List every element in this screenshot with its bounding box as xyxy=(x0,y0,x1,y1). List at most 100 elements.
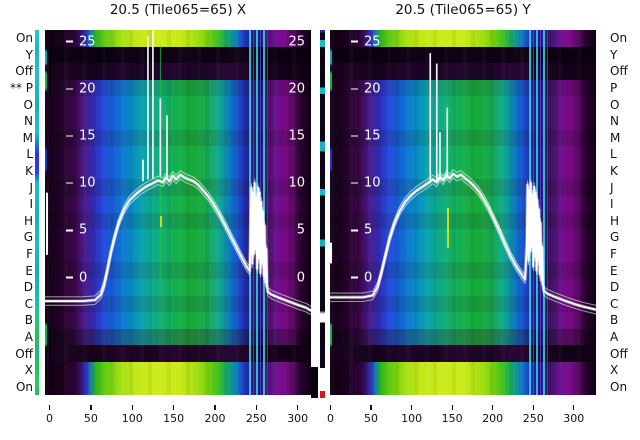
heatmap-row xyxy=(45,328,311,346)
heatmap-row xyxy=(45,46,311,64)
inner-y-axis-labels: 25 25 20 20 15 15 10 10 5 5 0 0 xyxy=(45,30,311,395)
x-tick-label: 200 xyxy=(482,412,504,425)
y-tick-mark xyxy=(351,40,358,43)
row-label: Off xyxy=(610,64,628,79)
y-tick-label: 20 xyxy=(66,81,96,96)
row-label: D xyxy=(23,280,33,295)
profile-trace xyxy=(45,169,311,307)
x-axis-right-panel: 0 50 100 150 200 250 300 xyxy=(327,403,596,435)
heatmap-row xyxy=(45,146,311,163)
row-label: M xyxy=(22,130,33,145)
row-label: Off xyxy=(610,346,628,361)
y-tick-label: 15 xyxy=(66,129,96,144)
y-tick-label: 25 xyxy=(66,34,96,49)
y-tick-label-right: 10 xyxy=(288,175,305,191)
heatmap-rows-x xyxy=(45,30,311,395)
row-label: A xyxy=(24,329,33,344)
x-tick-mark xyxy=(255,405,258,410)
x-tick-label: 100 xyxy=(121,412,143,425)
x-tick-mark xyxy=(48,405,51,410)
profile-curve-x xyxy=(45,30,311,316)
row-label: P xyxy=(610,81,618,96)
row-label: D xyxy=(610,280,620,295)
row-label: O xyxy=(23,97,33,112)
y-tick-label: 10 xyxy=(351,176,381,191)
row-label: E xyxy=(25,263,33,278)
x-tick-label: 0 xyxy=(327,412,334,425)
y-tick-label: 0 xyxy=(351,270,372,285)
heatmap-row xyxy=(45,378,311,395)
heatmap-feature-line xyxy=(266,30,268,395)
heatmap-row xyxy=(45,162,311,180)
left-row-labels: On Y Off ** P O N M L K J I H G F E D C B A Off X On xyxy=(0,0,34,440)
y-tick-mark xyxy=(66,40,73,43)
row-label: Y xyxy=(25,47,33,62)
y-tick-mark xyxy=(66,276,73,279)
heatmap-row xyxy=(45,312,311,329)
x-tick-mark xyxy=(329,405,332,410)
y-tick-label: 5 xyxy=(351,223,372,238)
y-tick-label-right: 25 xyxy=(288,34,305,50)
inner-y-axis-labels: 25 20 15 10 5 0 xyxy=(330,30,596,395)
x-tick-mark xyxy=(532,405,534,410)
row-label: G xyxy=(610,230,620,245)
indicator-strip-red-segment xyxy=(320,391,325,398)
row-label: J xyxy=(29,180,33,195)
y-tick-label: 15 xyxy=(351,129,381,144)
heatmap-panel-x: 25 25 20 20 15 15 10 10 5 5 0 0 xyxy=(45,30,311,395)
row-label: N xyxy=(610,114,619,129)
heatmap-row xyxy=(45,229,311,246)
curve-tail-artifact xyxy=(312,303,319,306)
x-tick-label: 50 xyxy=(83,412,98,425)
panel-x-title: 20.5 (Tile065=65) X xyxy=(109,2,247,18)
row-label: A xyxy=(610,329,619,344)
y-tick-label: 0 xyxy=(66,270,87,285)
y-tick-label-right: 20 xyxy=(288,81,305,97)
x-tick-mark xyxy=(297,405,299,410)
right-row-labels: On Y Off P O N M L K J I H G F E D C B A Off X On xyxy=(610,0,640,440)
x-tick-mark xyxy=(492,405,494,410)
x-tick-label: 0 xyxy=(46,412,53,425)
row-label: L xyxy=(610,147,617,162)
heatmap-panel-y: 25 20 15 10 5 0 xyxy=(330,30,596,395)
heatmap-feature-line xyxy=(539,30,541,395)
y-tick-mark xyxy=(351,229,358,232)
y-tick-mark xyxy=(351,88,358,90)
row-label: M xyxy=(610,130,621,145)
y-tick-mark xyxy=(351,135,358,137)
x-tick-label: 150 xyxy=(163,412,185,425)
row-label: F xyxy=(610,246,617,261)
row-label: L xyxy=(26,147,33,162)
row-label: C xyxy=(610,296,619,311)
y-tick-mark xyxy=(66,182,73,184)
row-label: H xyxy=(23,213,33,228)
y-tick-label-right: 15 xyxy=(288,128,305,144)
x-tick-label: 300 xyxy=(563,412,585,425)
indicator-strip-right xyxy=(320,30,325,368)
heatmap-feature-line xyxy=(543,30,545,395)
row-label: G xyxy=(23,230,33,245)
heatmap-row xyxy=(45,195,311,213)
heatmap-row xyxy=(45,295,311,313)
row-label: O xyxy=(610,97,620,112)
x-tick-label: 250 xyxy=(522,412,544,425)
x-tick-label: 100 xyxy=(401,412,423,425)
row-label: K xyxy=(25,164,33,179)
y-tick-mark xyxy=(66,135,73,137)
row-label: H xyxy=(610,213,620,228)
heatmap-row xyxy=(45,96,311,113)
heatmap-row xyxy=(45,212,311,230)
y-tick-mark xyxy=(66,88,73,90)
y-tick-label-right: 0 xyxy=(296,270,305,285)
heatmap-row xyxy=(45,278,311,296)
row-label: On xyxy=(610,31,628,46)
row-label: On xyxy=(15,31,33,46)
profile-curve-y xyxy=(330,53,596,315)
heatmap-feature-line xyxy=(447,208,449,248)
row-label: I xyxy=(29,197,33,212)
row-label: X xyxy=(610,363,619,378)
profile-trace xyxy=(330,168,596,306)
y-tick-label: 20 xyxy=(351,81,381,96)
y-tick-mark xyxy=(351,182,358,184)
x-tick-mark xyxy=(573,405,575,410)
